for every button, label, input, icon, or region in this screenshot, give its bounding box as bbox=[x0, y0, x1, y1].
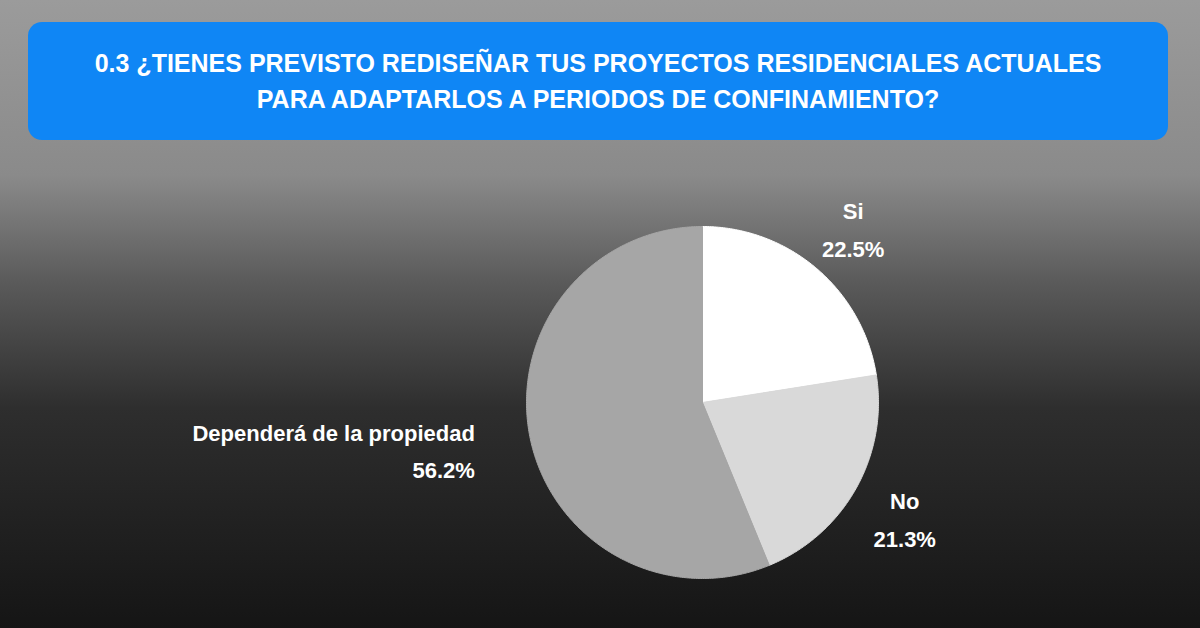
svg-text:No21.3%: No21.3% bbox=[874, 489, 936, 551]
svg-text:Dependerá de la propiedad56.2%: Dependerá de la propiedad56.2% bbox=[192, 421, 474, 483]
svg-text:Si22.5%: Si22.5% bbox=[822, 199, 884, 261]
html-text:0.3 ¿TIENES PREVISTO REDISEÑAR: 0.3 ¿TIENES PREVISTO REDISEÑAR TUS PROYE… bbox=[94, 49, 1102, 113]
